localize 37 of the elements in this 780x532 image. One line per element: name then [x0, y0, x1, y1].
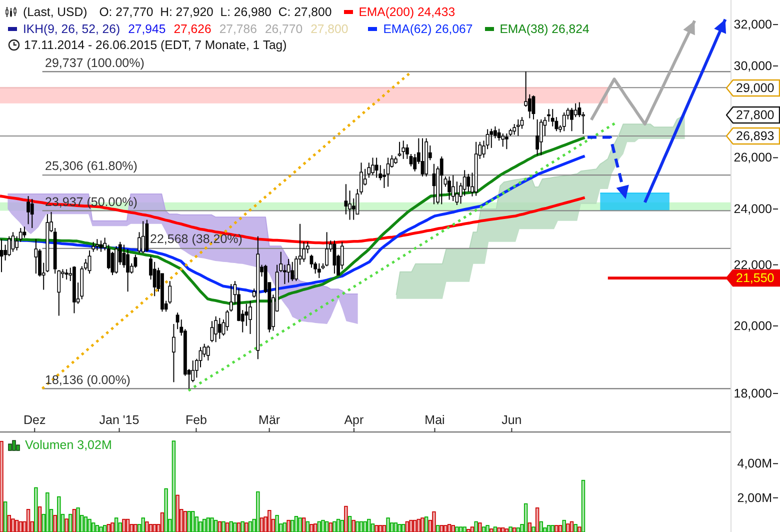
legend-label: EMA(62) 26,067 — [382, 22, 473, 36]
series-label: 18,136 (0.00%) — [45, 372, 130, 388]
annotation: 27,800 — [310, 22, 348, 36]
x-tick-label: Feb — [185, 413, 208, 427]
annotation: 27,945 — [128, 22, 166, 36]
series-label: 29,737 (100.00%) — [45, 56, 144, 71]
series-label: 25,306 (61.80%) — [45, 159, 138, 174]
annotation: 26,770 — [264, 22, 303, 36]
y-tick-label: 30,000 — [734, 58, 772, 73]
y-tick-label: 26,000 — [734, 150, 772, 165]
text: 17.11.2014 - 26.06.2015 (EDT, 7 Monate, 1 Tag) — [24, 38, 287, 52]
annotation: O: 27,770 H: 27,920 L: 26,980 C: 27,800 — [99, 5, 332, 19]
ref-line-label: 26,893 — [736, 128, 774, 144]
annotation: IKH(9, 26, 52, 26) — [23, 22, 120, 36]
y-tick-label: 4,00M — [737, 456, 772, 471]
x-tick-label: Jun — [502, 413, 522, 427]
y-tick-label: 2,00M — [737, 490, 772, 505]
y-tick-label: 22,000 — [734, 258, 772, 272]
ref-line-label: 29,000 — [736, 80, 774, 96]
x-tick-label: Mai — [424, 413, 445, 427]
y-tick-label: 20,000 — [734, 318, 772, 333]
chart-title: (Last, USD) — [23, 5, 88, 19]
y-tick-label: 32,000 — [734, 18, 772, 32]
x-tick-label: Mär — [258, 413, 280, 427]
x-tick-label: Dez — [24, 413, 46, 427]
x-tick-label: Jan '15 — [99, 413, 140, 427]
y-tick-label: 24,000 — [734, 202, 772, 216]
text: 27,800 — [736, 106, 774, 123]
series-label: Volumen 3,02M — [25, 438, 112, 452]
annotation: 27,626 — [174, 22, 212, 36]
legend-label: EMA(38) 26,824 — [498, 22, 590, 36]
data-label: 21,550 — [736, 270, 774, 286]
legend-label: EMA(200) 24,433 — [358, 5, 456, 19]
series-label: 22,568 (38.20%) — [150, 232, 242, 248]
annotation: 27,786 — [219, 22, 257, 36]
x-tick-label: Apr — [344, 413, 364, 427]
y-tick-label: 18,000 — [734, 386, 772, 400]
